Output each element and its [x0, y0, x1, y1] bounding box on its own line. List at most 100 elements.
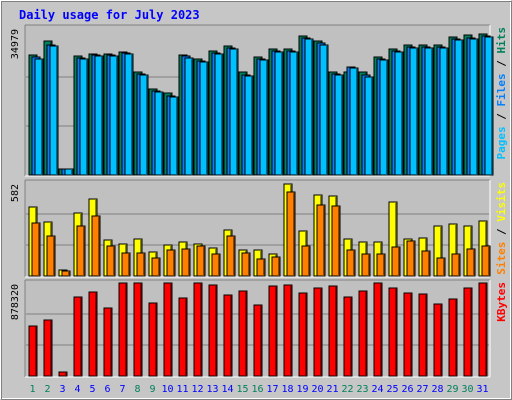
tick-label-day-21: 21	[326, 384, 338, 395]
bar-shade	[353, 251, 355, 276]
y-max-label: 582	[10, 184, 21, 202]
bar-pages-day-18	[289, 51, 299, 176]
bar-sites-day-2	[46, 235, 56, 277]
bar-shade	[491, 38, 493, 175]
panels: 34979 Pages / Files / Hits 582 Sites / Visi…	[10, 24, 508, 378]
bar-shade	[461, 41, 463, 175]
bar-shade	[131, 55, 133, 175]
bar-shade	[395, 203, 397, 276]
bar-kbytes-day-30	[463, 287, 473, 377]
bar-shade	[290, 286, 292, 376]
bar-pages-day-23	[364, 76, 374, 176]
bar-shade	[80, 298, 82, 376]
bar-shade	[401, 53, 403, 175]
bar-kbytes-day-27	[418, 293, 428, 377]
tick-label-day-8: 8	[134, 384, 140, 395]
bar-shade	[191, 59, 193, 175]
tick-label-day-6: 6	[104, 384, 110, 395]
legend-separator: /	[495, 54, 508, 74]
bar-kbytes-day-10	[163, 282, 173, 377]
bar-sites-day-20	[316, 204, 326, 277]
bar-shade	[488, 247, 490, 276]
bar-shade	[440, 227, 442, 276]
tick-label-day-29: 29	[446, 384, 458, 395]
bar-shade	[263, 260, 265, 276]
bar-shade	[293, 193, 295, 276]
legend-pages: Pages	[495, 126, 508, 159]
bar-kbytes-day-17	[268, 285, 278, 377]
bar-shade	[173, 251, 175, 276]
bar-kbytes-day-5	[88, 291, 98, 377]
bar-kbytes-day-26	[403, 292, 413, 377]
tick-label-day-25: 25	[386, 384, 398, 395]
bar-kbytes-day-19	[298, 292, 308, 377]
bar-kbytes-day-4	[73, 296, 83, 377]
bar-pages-day-30	[469, 38, 479, 176]
bar-pages-day-10	[169, 96, 179, 176]
bar-sites-day-14	[226, 235, 236, 277]
y-max-label: 34979	[10, 29, 21, 59]
tick-label-day-7: 7	[119, 384, 125, 395]
bar-shade	[143, 254, 145, 276]
bar-kbytes-day-24	[373, 282, 383, 377]
bar-pages-day-8	[139, 74, 149, 176]
bar-shade	[38, 224, 40, 276]
bar-pages-day-22	[349, 67, 359, 176]
bar-shade	[110, 309, 112, 376]
bar-shade	[431, 49, 433, 175]
bar-sites-day-23	[361, 253, 371, 277]
bar-sites-day-16	[256, 258, 266, 277]
bar-pages-day-6	[109, 55, 119, 176]
bar-shade	[476, 40, 478, 175]
tick-label-day-13: 13	[206, 384, 218, 395]
legend-sites: Sites	[495, 242, 508, 275]
bar-kbytes-day-22	[343, 296, 353, 377]
bar-shade	[230, 296, 232, 376]
bar-shade	[251, 77, 253, 175]
bar-shade	[260, 306, 262, 376]
tick-label-day-16: 16	[251, 384, 263, 395]
bar-kbytes-day-2	[43, 319, 53, 377]
bar-pages-day-3	[64, 168, 74, 176]
bar-shade	[125, 284, 127, 376]
bar-shade	[41, 60, 43, 175]
bar-pages-day-15	[244, 75, 254, 176]
bar-sites-day-22	[346, 249, 356, 277]
tick-label-day-19: 19	[296, 384, 308, 395]
bar-sites-day-19	[301, 245, 311, 277]
tick-label-day-18: 18	[281, 384, 293, 395]
bar-sites-day-18	[286, 191, 296, 277]
bar-pages-day-17	[274, 51, 284, 176]
bar-shade	[410, 294, 412, 376]
bar-shade	[413, 242, 415, 276]
bar-shade	[56, 47, 58, 175]
tick-label-day-5: 5	[89, 384, 95, 395]
bar-shade	[203, 247, 205, 276]
chart-title: Daily usage for July 2023	[19, 8, 200, 22]
y-max-label: 878320	[10, 284, 21, 320]
tick-label-day-14: 14	[221, 384, 233, 395]
legend-separator: /	[495, 222, 508, 242]
legend-visits: Visits	[495, 182, 508, 222]
tick-label-day-3: 3	[59, 384, 65, 395]
series-kbytes	[28, 282, 488, 377]
bar-sites-day-12	[196, 245, 206, 277]
bar-shade	[335, 287, 337, 376]
bar-sites-day-25	[391, 246, 401, 277]
bar-kbytes-day-9	[148, 302, 158, 377]
bar-shade	[95, 293, 97, 376]
x-axis: 1 2 3 4 5 6 7 8 9 10 11 12 13 14 15 16 17 18 19 20 21 22 23 24 2…	[29, 384, 488, 395]
bar-kbytes-day-20	[313, 287, 323, 377]
tick-label-day-10: 10	[161, 384, 173, 395]
bar-sites-day-1	[31, 222, 41, 277]
tick-label-day-17: 17	[266, 384, 278, 395]
bar-sites-day-28	[436, 257, 446, 277]
legend-files: Files	[495, 73, 508, 106]
bar-kbytes-day-21	[328, 285, 338, 377]
bar-sites-day-13	[211, 253, 221, 277]
bar-shade	[140, 284, 142, 376]
bar-sites-day-4	[76, 225, 86, 277]
bar-shade	[101, 57, 103, 175]
